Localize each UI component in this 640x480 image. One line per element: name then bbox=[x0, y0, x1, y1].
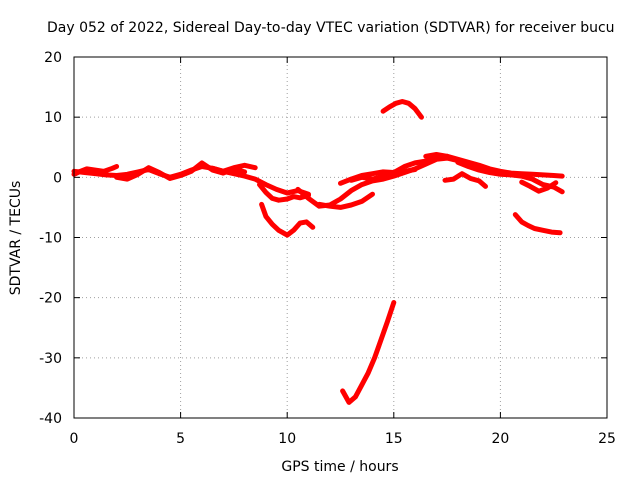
y-tick-label: -10 bbox=[39, 231, 62, 247]
series-arc-13 bbox=[423, 152, 565, 179]
x-tick-label: 25 bbox=[598, 431, 616, 447]
series-arc-14 bbox=[455, 159, 565, 195]
y-tick-label: -30 bbox=[39, 351, 62, 367]
series-arc-8 bbox=[316, 191, 375, 210]
y-tick-label: -20 bbox=[39, 291, 62, 307]
axis-ticks: 0 5 10 15 20 25 -40 -30 -20 -10 0 10 20 bbox=[39, 50, 616, 447]
series-arc-12 bbox=[340, 300, 397, 405]
series-arc-10 bbox=[348, 153, 450, 183]
x-tick-label: 5 bbox=[176, 431, 185, 447]
series-arc-5 bbox=[257, 182, 311, 203]
x-tick-label: 20 bbox=[491, 431, 509, 447]
y-tick-label: 20 bbox=[44, 50, 62, 66]
series-arc-4 bbox=[210, 165, 311, 197]
y-tick-label: 0 bbox=[53, 170, 62, 186]
y-axis-label: SDTVAR / TECUs bbox=[8, 181, 24, 296]
y-tick-label: -40 bbox=[39, 411, 62, 427]
x-tick-label: 15 bbox=[385, 431, 403, 447]
x-axis-label: GPS time / hours bbox=[281, 459, 398, 475]
series-arc-15 bbox=[442, 171, 488, 189]
data-series bbox=[71, 99, 565, 405]
series-arc-17 bbox=[512, 212, 563, 236]
series-arc-11 bbox=[380, 99, 424, 120]
series-arc-6 bbox=[259, 201, 316, 238]
y-tick-label: 10 bbox=[44, 110, 62, 126]
chart-title: Day 052 of 2022, Sidereal Day-to-day VTE… bbox=[47, 20, 615, 36]
series-arc-16 bbox=[519, 179, 559, 194]
x-tick-label: 0 bbox=[70, 431, 79, 447]
x-tick-label: 10 bbox=[278, 431, 296, 447]
